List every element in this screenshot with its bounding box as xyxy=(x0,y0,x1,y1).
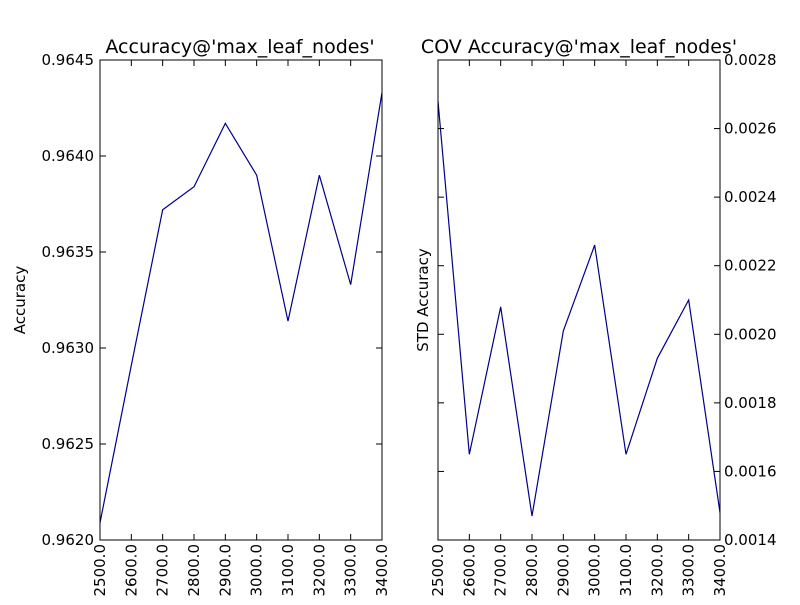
accuracy-y-axis-label: Accuracy xyxy=(11,266,29,335)
accuracy-x-tick-label: 3200.0 xyxy=(310,544,328,597)
std-accuracy-x-tick-label: 3300.0 xyxy=(680,544,698,597)
std-accuracy-x-tick-label: 2900.0 xyxy=(554,544,572,597)
std-accuracy-y-tick-label: 0.0028 xyxy=(724,51,777,69)
accuracy-y-tick-label: 0.9640 xyxy=(42,147,95,165)
std-accuracy-y-tick-label: 0.0022 xyxy=(724,257,777,275)
std-accuracy-x-tick-label: 2800.0 xyxy=(523,544,541,597)
accuracy-y-tick-label: 0.9620 xyxy=(42,531,95,549)
accuracy-x-tick-label: 2700.0 xyxy=(154,544,172,597)
std-accuracy-x-tick-label: 3200.0 xyxy=(648,544,666,597)
std-accuracy-x-tick-label: 3100.0 xyxy=(617,544,635,597)
accuracy-x-tick-label: 2600.0 xyxy=(122,544,140,597)
std-accuracy-y-tick-label: 0.0024 xyxy=(724,188,777,206)
accuracy-x-tick-label: 3100.0 xyxy=(279,544,297,597)
std-accuracy-x-tick-label: 3000.0 xyxy=(586,544,604,597)
std-accuracy-x-tick-label: 2500.0 xyxy=(429,544,447,597)
accuracy-chart-title: Accuracy@'max_leaf_nodes' xyxy=(105,36,374,58)
std-accuracy-y-tick-label: 0.0026 xyxy=(724,120,777,138)
accuracy-x-tick-label: 2800.0 xyxy=(185,544,203,597)
accuracy-x-tick-label: 3400.0 xyxy=(373,544,391,597)
std-accuracy-x-tick-label: 3400.0 xyxy=(711,544,729,597)
accuracy-x-tick-label: 2500.0 xyxy=(91,544,109,597)
accuracy-x-tick-label: 2900.0 xyxy=(216,544,234,597)
std-accuracy-chart-title: COV Accuracy@'max_leaf_nodes' xyxy=(421,36,737,58)
accuracy-y-tick-label: 0.9625 xyxy=(42,435,95,453)
std-accuracy-x-tick-label: 2700.0 xyxy=(492,544,510,597)
std-accuracy-x-tick-label: 2600.0 xyxy=(460,544,478,597)
accuracy-y-tick-label: 0.9630 xyxy=(42,339,95,357)
std-accuracy-y-axis-label: STD Accuracy xyxy=(414,248,432,352)
accuracy-x-tick-label: 3300.0 xyxy=(342,544,360,597)
accuracy-y-tick-label: 0.9635 xyxy=(42,243,95,261)
std-accuracy-y-tick-label: 0.0016 xyxy=(724,462,777,480)
std-accuracy-y-tick-label: 0.0014 xyxy=(724,531,777,549)
std-accuracy-y-tick-label: 0.0018 xyxy=(724,394,777,412)
accuracy-x-tick-label: 3000.0 xyxy=(248,544,266,597)
accuracy-y-tick-label: 0.9645 xyxy=(42,51,95,69)
std-accuracy-y-tick-label: 0.0020 xyxy=(724,325,777,343)
